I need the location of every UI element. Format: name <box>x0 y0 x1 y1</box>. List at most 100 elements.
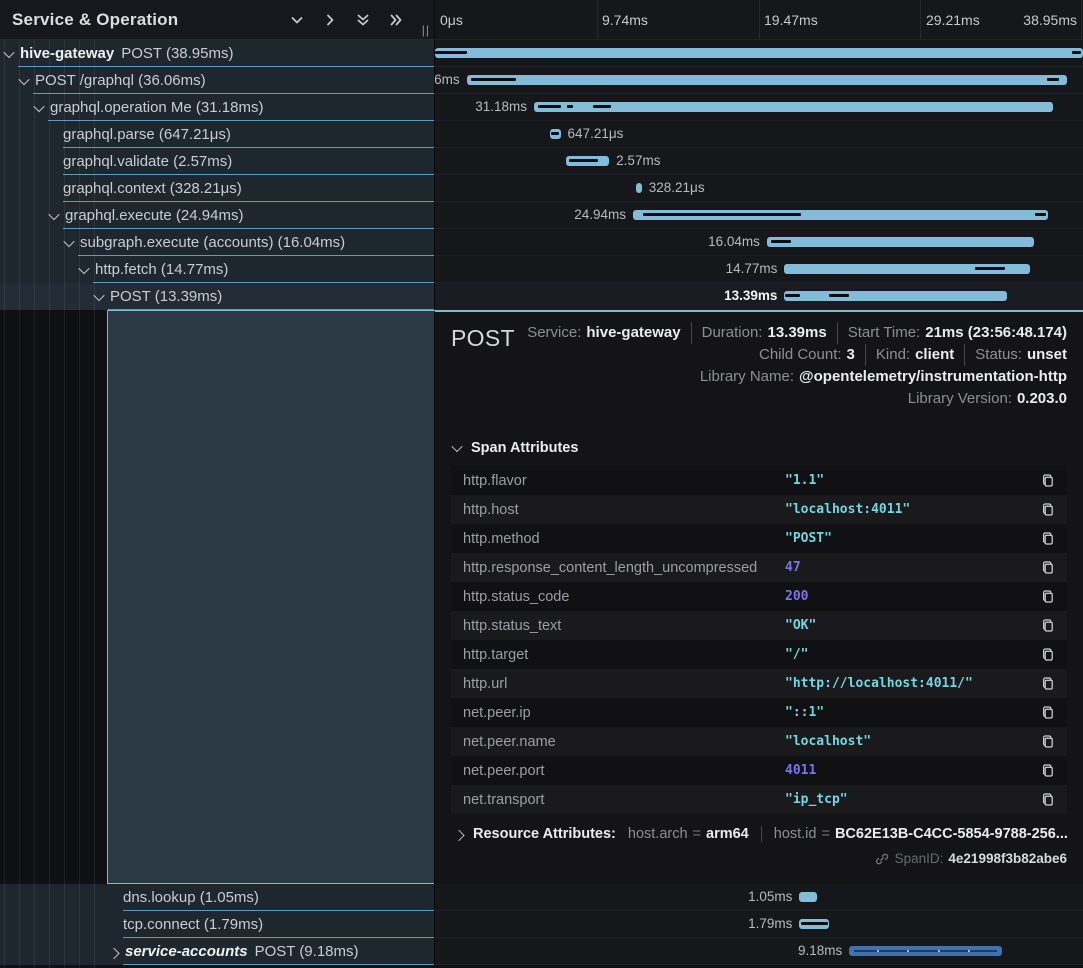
attribute-row[interactable]: http.host"localhost:4011" <box>451 495 1067 524</box>
span-duration-bar[interactable] <box>550 129 561 139</box>
span-bar-cell[interactable]: 24.94ms <box>434 202 1083 229</box>
chevron-down-icon[interactable] <box>78 262 89 273</box>
attribute-row[interactable]: net.peer.port4011 <box>451 756 1067 785</box>
span-row[interactable]: graphql.execute (24.94ms)24.94ms <box>0 202 1083 229</box>
span-bar-cell[interactable] <box>434 40 1083 67</box>
attribute-row[interactable]: http.status_text"OK" <box>451 611 1067 640</box>
span-bar-cell[interactable]: 16.04ms <box>434 229 1083 256</box>
copy-value-button[interactable] <box>1037 705 1055 720</box>
copy-value-button[interactable] <box>1037 473 1055 488</box>
attribute-row[interactable]: http.method"POST" <box>451 524 1067 553</box>
operation-label: graphql.validate (2.57ms) <box>63 153 232 170</box>
span-duration-bar[interactable] <box>435 48 1083 58</box>
expand-one-level-icon[interactable] <box>322 12 338 28</box>
attribute-row[interactable]: net.peer.ip"::1" <box>451 698 1067 727</box>
link-icon[interactable] <box>875 852 889 866</box>
span-row[interactable]: graphql.validate (2.57ms) 2.57ms <box>0 148 1083 175</box>
span-name-cell[interactable]: subgraph.execute (accounts) (16.04ms) <box>0 229 434 256</box>
span-name-cell[interactable]: POST (13.39ms) <box>0 283 434 310</box>
span-duration-bar[interactable] <box>849 946 1002 956</box>
ruler-tick: 29.21ms <box>926 12 980 28</box>
copy-value-button[interactable] <box>1037 589 1055 604</box>
span-duration-bar[interactable] <box>767 237 1034 247</box>
span-name-cell[interactable]: hive-gatewayPOST (38.95ms) <box>0 40 434 67</box>
span-name-cell[interactable]: http.fetch (14.77ms) <box>0 256 434 283</box>
span-bar-cell[interactable]: 328.21μs <box>434 175 1083 202</box>
span-bar-cell[interactable]: 1.79ms <box>434 911 1083 938</box>
chevron-down-icon[interactable] <box>48 208 59 219</box>
attribute-row[interactable]: http.target"/" <box>451 640 1067 669</box>
copy-value-button[interactable] <box>1037 734 1055 749</box>
span-name-cell[interactable]: POST /graphql (36.06ms) <box>0 67 434 94</box>
attribute-row[interactable]: net.transport"ip_tcp" <box>451 785 1067 814</box>
span-row[interactable]: POST /graphql (36.06ms)36.06ms <box>0 67 1083 94</box>
span-name-cell[interactable]: graphql.parse (647.21μs) <box>0 121 434 148</box>
span-row[interactable]: subgraph.execute (accounts) (16.04ms)16.… <box>0 229 1083 256</box>
operation-label: graphql.operation Me (31.18ms) <box>50 99 263 116</box>
span-duration-bar[interactable] <box>799 919 829 929</box>
span-duration-bar[interactable] <box>784 291 1007 301</box>
span-name-cell[interactable]: graphql.context (328.21μs) <box>0 175 434 202</box>
selected-span-highlight-block[interactable] <box>107 310 434 884</box>
copy-value-button[interactable] <box>1037 560 1055 575</box>
attribute-row[interactable]: http.flavor"1.1" <box>451 466 1067 495</box>
span-bar-cell[interactable]: 31.18ms <box>434 94 1083 121</box>
chevron-down-icon[interactable] <box>33 100 44 111</box>
chevron-right-icon[interactable] <box>108 947 119 958</box>
span-row[interactable]: service-accountsPOST (9.18ms)9.18ms <box>0 938 1083 965</box>
span-bar-cell[interactable]: 13.39ms <box>434 283 1083 310</box>
span-name-cell[interactable]: graphql.operation Me (31.18ms) <box>0 94 434 121</box>
span-row[interactable]: POST (13.39ms)13.39ms <box>0 283 1083 310</box>
span-bar-cell[interactable]: 14.77ms <box>434 256 1083 283</box>
copy-value-button[interactable] <box>1037 531 1055 546</box>
attribute-row[interactable]: http.status_code200 <box>451 582 1067 611</box>
copy-value-button[interactable] <box>1037 763 1055 778</box>
span-row[interactable]: dns.lookup (1.05ms)1.05ms <box>0 884 1083 911</box>
collapse-all-icon[interactable] <box>355 12 371 28</box>
chevron-down-icon[interactable] <box>3 46 14 57</box>
copy-value-button[interactable] <box>1037 502 1055 517</box>
span-row[interactable]: hive-gatewayPOST (38.95ms) <box>0 40 1083 67</box>
copy-value-button[interactable] <box>1037 647 1055 662</box>
span-name-cell[interactable]: graphql.validate (2.57ms) <box>0 148 434 175</box>
span-duration-bar[interactable] <box>566 156 609 166</box>
span-duration-bar[interactable] <box>467 75 1067 85</box>
span-name-cell[interactable]: service-accountsPOST (9.18ms) <box>0 938 434 965</box>
span-row[interactable]: graphql.context (328.21μs)328.21μs <box>0 175 1083 202</box>
chevron-down-icon[interactable] <box>93 289 104 300</box>
span-bar-cell[interactable]: 36.06ms <box>434 67 1083 94</box>
copy-value-button[interactable] <box>1037 792 1055 807</box>
collapse-one-level-icon[interactable] <box>289 12 305 28</box>
panel-resize-handle[interactable]: || <box>422 23 430 37</box>
span-row[interactable]: graphql.operation Me (31.18ms) 31.18ms <box>0 94 1083 121</box>
span-row[interactable]: http.fetch (14.77ms)14.77ms <box>0 256 1083 283</box>
copy-value-button[interactable] <box>1037 618 1055 633</box>
chevron-down-icon[interactable] <box>18 73 29 84</box>
chevron-down-icon[interactable] <box>63 235 74 246</box>
meta-label: Library Name: <box>700 368 794 385</box>
span-name-cell[interactable]: graphql.execute (24.94ms) <box>0 202 434 229</box>
span-duration-bar[interactable] <box>633 210 1048 220</box>
expand-all-icon[interactable] <box>388 12 404 28</box>
span-duration-bar[interactable] <box>784 264 1030 274</box>
span-row[interactable]: graphql.parse (647.21μs)647.21μs <box>0 121 1083 148</box>
resource-attributes-row[interactable]: Resource Attributes: host.arch=arm64 hos… <box>451 826 1067 842</box>
attribute-row[interactable]: net.peer.name"localhost" <box>451 727 1067 756</box>
attribute-row[interactable]: http.response_content_length_uncompresse… <box>451 553 1067 582</box>
copy-value-button[interactable] <box>1037 676 1055 691</box>
ruler-tick: 38.95ms <box>1023 12 1077 28</box>
span-name-cell[interactable]: dns.lookup (1.05ms) <box>0 884 434 911</box>
row-separator <box>123 964 434 965</box>
span-bar-cell[interactable]: 1.05ms <box>434 884 1083 911</box>
span-duration-bar[interactable] <box>534 102 1053 112</box>
span-duration-bar[interactable] <box>636 183 641 193</box>
span-duration-bar[interactable] <box>799 892 816 902</box>
attribute-value: "localhost" <box>785 734 1037 749</box>
span-bar-cell[interactable]: 9.18ms <box>434 938 1083 965</box>
span-name-cell[interactable]: tcp.connect (1.79ms) <box>0 911 434 938</box>
span-bar-cell[interactable]: 647.21μs <box>434 121 1083 148</box>
span-attributes-section-header[interactable]: Span Attributes <box>451 440 1067 456</box>
span-bar-cell[interactable]: 2.57ms <box>434 148 1083 175</box>
attribute-row[interactable]: http.url"http://localhost:4011/" <box>451 669 1067 698</box>
span-row[interactable]: tcp.connect (1.79ms)1.79ms <box>0 911 1083 938</box>
